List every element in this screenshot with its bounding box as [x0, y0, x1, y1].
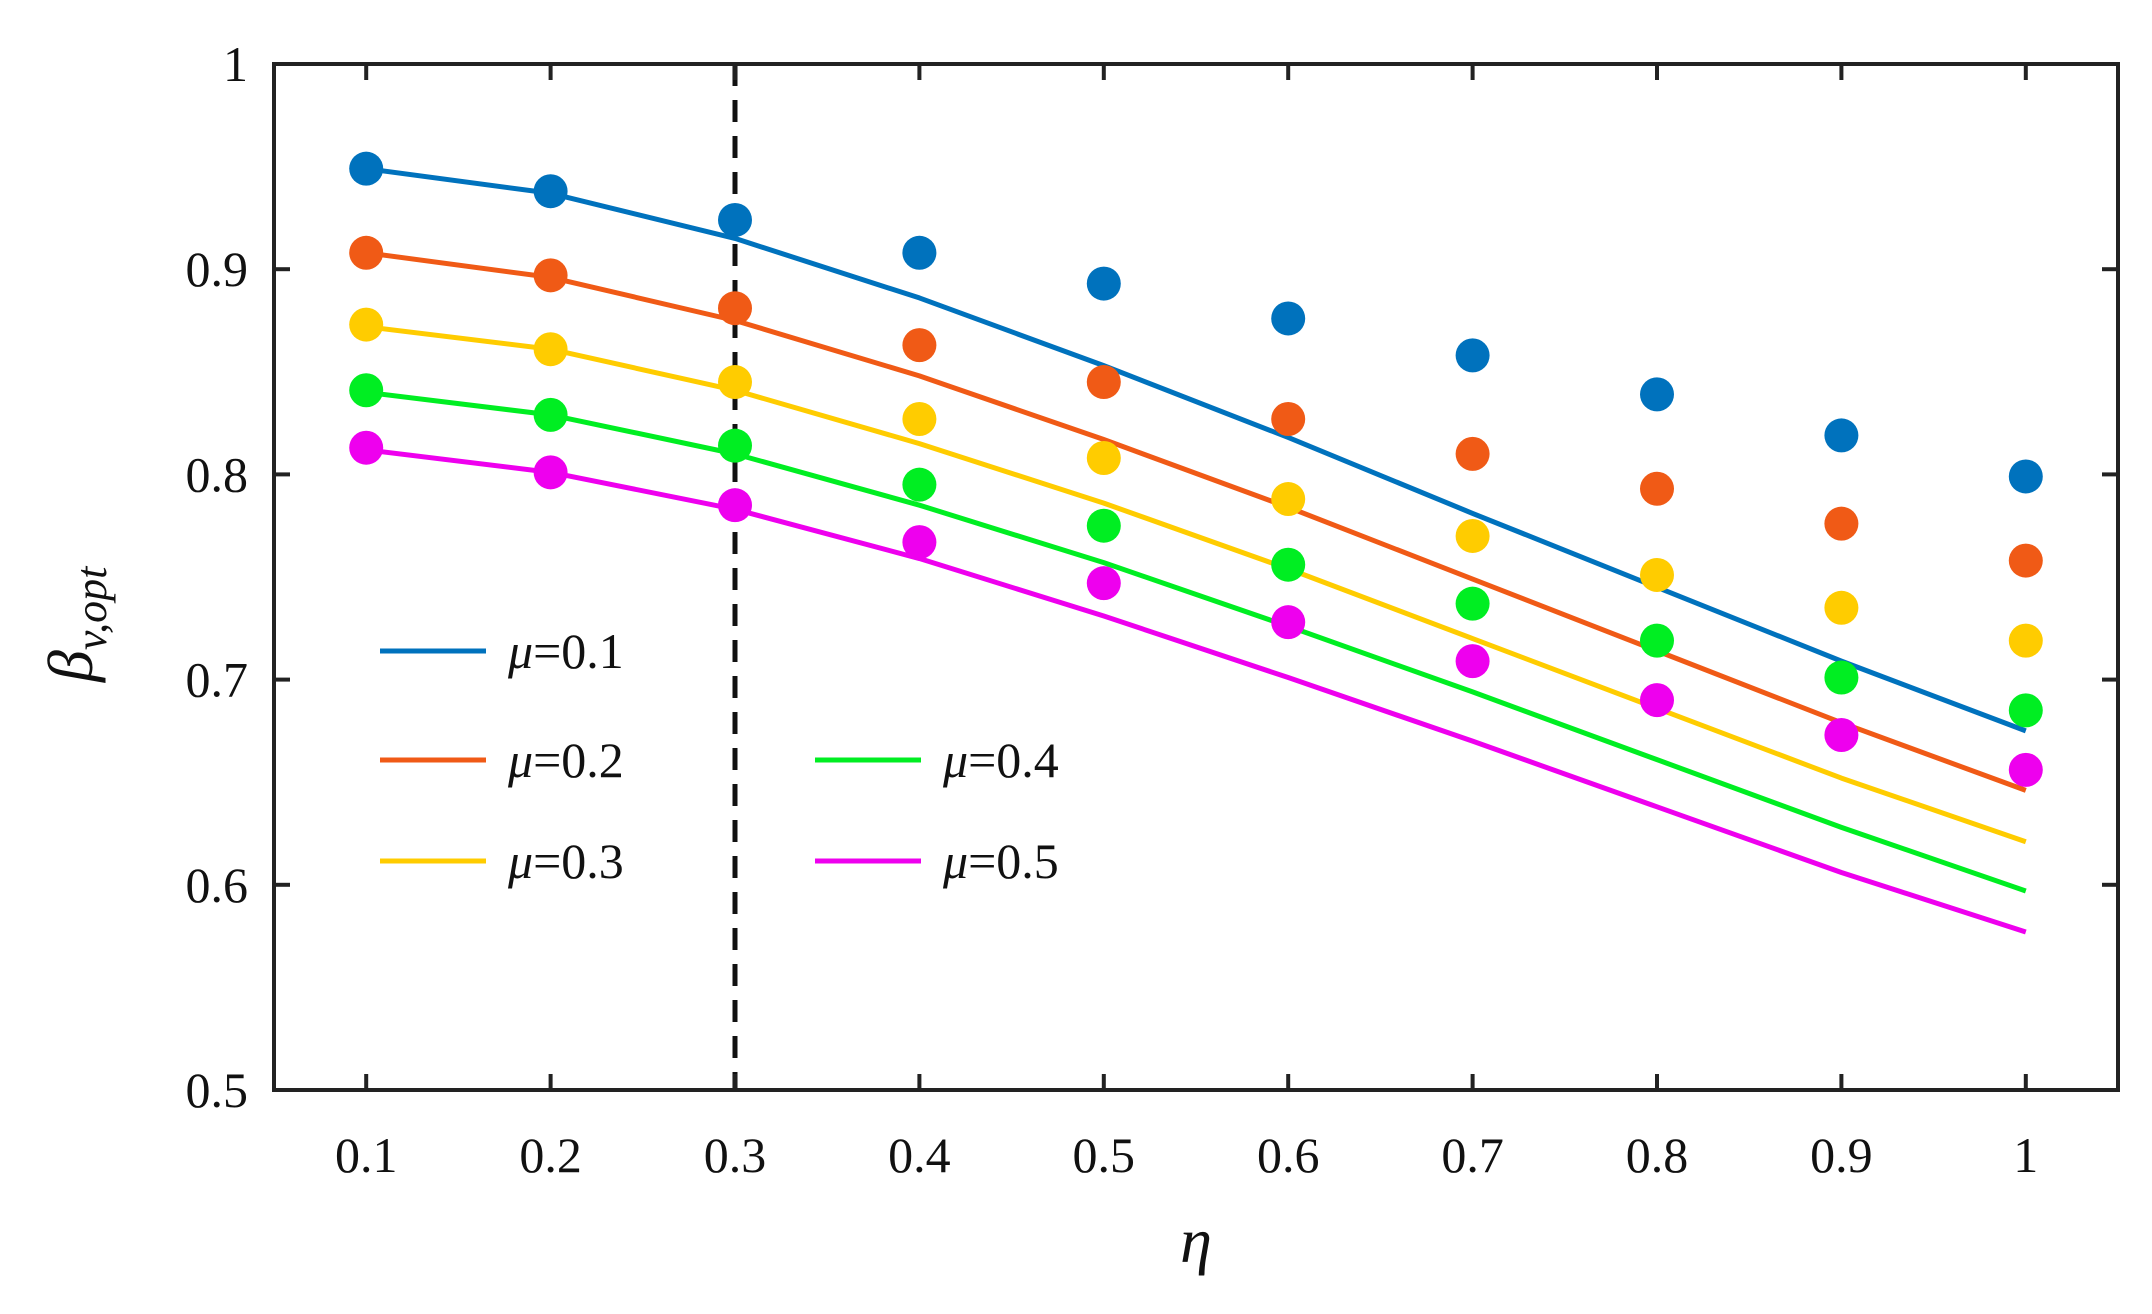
x-tick-label: 0.8	[1626, 1127, 1689, 1183]
legend-value: =0.4	[968, 732, 1059, 788]
legend-value: =0.3	[533, 833, 624, 889]
series-1-point	[902, 235, 937, 270]
legend-value: =0.2	[533, 732, 624, 788]
series-line-2	[365, 250, 2027, 793]
y-tick-label: 0.8	[186, 446, 249, 502]
legend-mu-symbol: μ	[507, 833, 533, 889]
y-tick-label: 1	[223, 36, 248, 92]
legend-mu-symbol: μ	[507, 732, 533, 788]
series-3-point	[1824, 590, 1859, 625]
series-3-point	[1086, 440, 1121, 475]
series-2-point	[1271, 401, 1306, 436]
series-line-5	[365, 447, 2027, 935]
legend-mu-symbol: μ	[942, 732, 968, 788]
series-3-point	[902, 401, 937, 436]
legend: μ=0.1μ=0.2μ=0.3μ=0.4μ=0.5	[380, 623, 1059, 889]
series-2-point	[1824, 506, 1859, 541]
series-1-point	[1640, 377, 1674, 412]
series-5-point	[1086, 566, 1121, 601]
series-2-point	[718, 291, 752, 326]
series-4-point	[533, 397, 568, 432]
series-2-point	[1455, 436, 1490, 471]
x-tick-label: 0.9	[1810, 1127, 1873, 1183]
series-3-point	[1271, 482, 1306, 517]
y-axis-label-main: β	[35, 650, 106, 684]
x-tick-label: 0.3	[704, 1127, 767, 1183]
series-4-point	[1824, 660, 1859, 695]
series-4-point	[349, 373, 384, 408]
series-2-point	[1640, 471, 1674, 506]
series-1-point	[1271, 301, 1306, 336]
series-5-point	[1824, 718, 1859, 753]
x-tick-label: 0.2	[519, 1127, 582, 1183]
y-tick-label: 0.7	[186, 652, 249, 708]
legend-mu-symbol: μ	[507, 623, 533, 679]
x-axis-label: η	[1180, 1205, 1212, 1276]
series-line-3	[365, 324, 2027, 845]
series-3-point	[718, 365, 752, 400]
series-3-point	[1455, 518, 1490, 553]
x-tick-label: 0.1	[335, 1127, 398, 1183]
series-1-point	[1086, 266, 1121, 301]
series-4-point	[1455, 586, 1490, 621]
series-4-point	[718, 428, 752, 463]
series-5-point	[718, 488, 752, 523]
legend-value: =0.5	[968, 833, 1059, 889]
series-4-point	[2008, 693, 2043, 728]
x-tick-label: 0.7	[1441, 1127, 1504, 1183]
y-tick-label: 0.6	[186, 857, 249, 913]
series-1-point	[2008, 459, 2043, 494]
y-tick-label: 0.5	[186, 1062, 249, 1118]
series-2-point	[349, 235, 384, 270]
series-2-point	[1086, 365, 1121, 400]
series-5-point	[1455, 644, 1490, 679]
x-tick-label: 1	[2013, 1127, 2038, 1183]
series-2-point	[2008, 543, 2043, 578]
legend-value: =0.1	[533, 623, 624, 679]
series-4-point	[1640, 623, 1674, 658]
y-tick-label: 0.9	[186, 241, 249, 297]
series-line-4	[365, 389, 2027, 894]
legend-label-4: μ=0.4	[942, 732, 1059, 788]
series-5-point	[349, 430, 384, 465]
series-1-point	[718, 202, 752, 237]
legend-mu-symbol: μ	[942, 833, 968, 889]
series-line-1	[365, 166, 2027, 734]
y-axis-label-subscript: v,opt	[67, 565, 116, 650]
series-3-point	[349, 307, 384, 342]
legend-label-1: μ=0.1	[507, 623, 624, 679]
series-1-point	[533, 174, 568, 209]
series-1-point	[1455, 338, 1490, 373]
series-2-point	[902, 328, 937, 363]
series-4-point	[1271, 547, 1306, 582]
series-5-point	[2008, 752, 2043, 787]
series-4-point	[1086, 508, 1121, 543]
series-5-point	[1271, 605, 1306, 640]
series-5-point	[1640, 683, 1674, 718]
series-3-point	[1640, 557, 1674, 592]
series-1-point	[349, 151, 384, 186]
series-4-point	[902, 467, 937, 502]
series-5-point	[902, 525, 937, 560]
series-1-point	[1824, 418, 1859, 453]
legend-label-5: μ=0.5	[942, 833, 1059, 889]
y-axis-label: βv,opt	[35, 565, 116, 684]
legend-label-3: μ=0.3	[507, 833, 624, 889]
series-3-point	[2008, 623, 2043, 658]
series-5-point	[533, 455, 568, 490]
x-tick-label: 0.5	[1073, 1127, 1136, 1183]
legend-label-2: μ=0.2	[507, 732, 624, 788]
series-3-point	[533, 332, 568, 367]
x-tick-label: 0.6	[1257, 1127, 1320, 1183]
plot-frame	[272, 62, 2120, 1092]
series-2-point	[533, 258, 568, 293]
x-tick-label: 0.4	[888, 1127, 951, 1183]
